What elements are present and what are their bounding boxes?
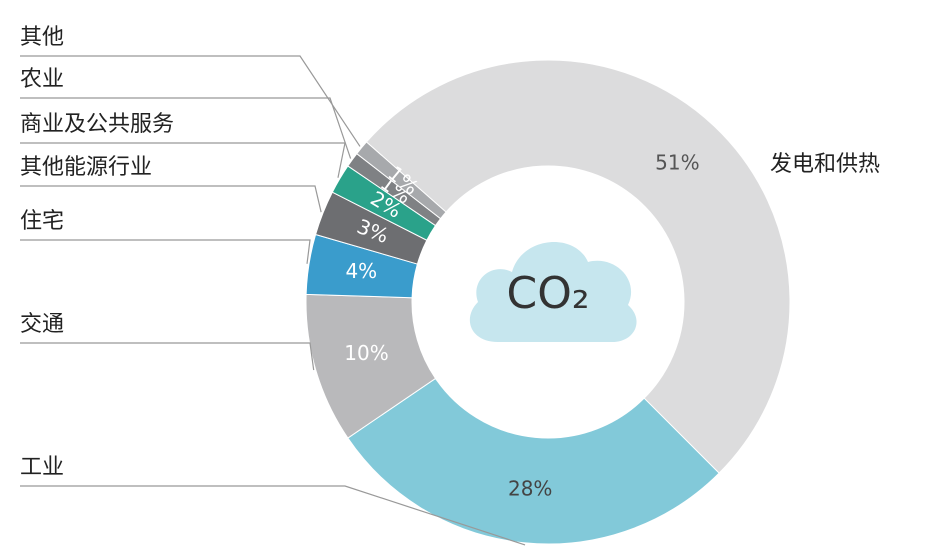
leader-line (20, 97, 352, 159)
category-label: 其他 (20, 25, 64, 50)
center-label: CO₂ (507, 268, 590, 319)
leader-line (20, 342, 315, 371)
value-label: 4% (345, 259, 377, 283)
donut-segment (356, 141, 447, 220)
donut-segment (347, 377, 720, 545)
category-label: 工业 (20, 455, 64, 480)
value-label: 10% (344, 341, 388, 365)
category-label: 其他能源行业 (20, 155, 152, 180)
category-label: 交通 (20, 312, 64, 337)
leader-line (20, 185, 322, 213)
donut-segment (365, 59, 791, 474)
category-label: 住宅 (20, 209, 64, 234)
leader-line (20, 55, 361, 147)
value-label: 28% (508, 477, 552, 501)
cloud-icon (469, 241, 637, 342)
value-label: 51% (655, 151, 699, 175)
category-label: 发电和供热 (770, 152, 880, 177)
leader-line (20, 485, 526, 546)
leader-line (20, 239, 311, 264)
category-label: 商业及公共服务 (20, 112, 174, 137)
category-label: 农业 (20, 67, 64, 92)
